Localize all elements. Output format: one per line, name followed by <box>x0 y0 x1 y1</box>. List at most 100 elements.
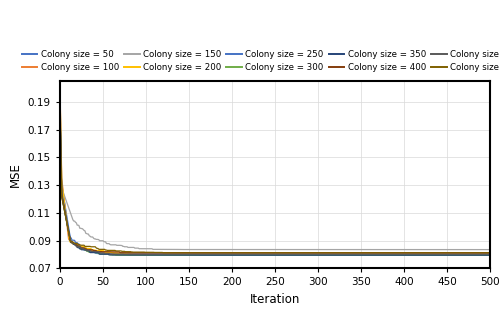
Line: Colony size = 300: Colony size = 300 <box>60 112 490 255</box>
Colony size = 350 <box>164 253 170 257</box>
Line: Colony size = 200: Colony size = 200 <box>60 91 490 255</box>
Line: Colony size = 450: Colony size = 450 <box>60 112 490 254</box>
Colony size = 450 <box>164 252 170 256</box>
Colony size = 50 <box>164 252 170 256</box>
Colony size = 250 <box>164 253 170 257</box>
Colony size = 200 <box>340 253 346 257</box>
Colony size = 450 <box>414 252 420 256</box>
Colony size = 150 <box>413 248 419 251</box>
Colony size = 300 <box>164 253 170 257</box>
Colony size = 100 <box>414 251 420 255</box>
Line: Colony size = 150: Colony size = 150 <box>60 100 490 250</box>
Colony size = 350 <box>214 253 220 257</box>
Colony size = 450 <box>214 252 220 256</box>
Colony size = 450 <box>340 252 346 256</box>
Colony size = 200 <box>335 253 341 257</box>
Colony size = 400 <box>164 251 170 255</box>
Colony size = 250 <box>57 107 63 111</box>
Colony size = 350 <box>182 253 188 257</box>
Line: Colony size = 350: Colony size = 350 <box>60 110 490 255</box>
Colony size = 50 <box>335 252 341 256</box>
Colony size = 350 <box>334 253 340 257</box>
Colony size = 50 <box>57 92 63 95</box>
Colony size = 300 <box>487 253 493 257</box>
Colony size = 100 <box>57 86 63 90</box>
Colony size = 350 <box>57 108 63 112</box>
Colony size = 100 <box>487 251 493 255</box>
Colony size = 150 <box>487 248 493 251</box>
Colony size = 50 <box>120 252 126 256</box>
Colony size = 300 <box>340 253 346 257</box>
Colony size = 150 <box>339 248 345 251</box>
Colony size = 400 <box>414 251 420 255</box>
Colony size = 250 <box>487 253 493 257</box>
Colony size = 100 <box>214 251 220 255</box>
X-axis label: Iteration: Iteration <box>250 293 300 306</box>
Line: Colony size = 250: Colony size = 250 <box>60 109 490 255</box>
Colony size = 50 <box>414 252 420 256</box>
Colony size = 200 <box>214 253 220 257</box>
Colony size = 400 <box>340 251 346 255</box>
Line: Colony size = 50: Colony size = 50 <box>60 94 490 254</box>
Colony size = 50 <box>340 252 346 256</box>
Colony size = 150 <box>214 248 220 251</box>
Colony size = 300 <box>414 253 420 257</box>
Colony size = 350 <box>339 253 345 257</box>
Colony size = 450 <box>122 252 128 256</box>
Colony size = 50 <box>214 252 220 256</box>
Colony size = 250 <box>335 253 341 257</box>
Colony size = 350 <box>487 253 493 257</box>
Colony size = 400 <box>335 251 341 255</box>
Colony size = 100 <box>334 251 340 255</box>
Colony size = 200 <box>487 253 493 257</box>
Colony size = 400 <box>182 251 188 255</box>
Colony size = 200 <box>414 253 420 257</box>
Line: Colony size = 100: Colony size = 100 <box>60 88 490 253</box>
Colony size = 300 <box>214 253 220 257</box>
Colony size = 100 <box>340 251 346 255</box>
Colony size = 400 <box>57 108 63 112</box>
Colony size = 350 <box>414 253 420 257</box>
Colony size = 150 <box>164 248 170 251</box>
Colony size = 100 <box>335 251 341 255</box>
Colony size = 200 <box>164 253 170 257</box>
Colony size = 450 <box>487 252 493 256</box>
Colony size = 300 <box>113 253 119 257</box>
Colony size = 100 <box>182 251 188 255</box>
Colony size = 500 <box>414 251 420 255</box>
Colony size = 250 <box>211 253 217 257</box>
Colony size = 50 <box>182 252 188 256</box>
Colony size = 250 <box>340 253 346 257</box>
Line: Colony size = 500: Colony size = 500 <box>60 112 490 253</box>
Colony size = 200 <box>182 253 188 257</box>
Colony size = 500 <box>487 251 493 255</box>
Colony size = 500 <box>214 251 220 255</box>
Colony size = 250 <box>414 253 420 257</box>
Colony size = 300 <box>335 253 341 257</box>
Colony size = 500 <box>164 251 170 255</box>
Colony size = 450 <box>335 252 341 256</box>
Colony size = 500 <box>161 251 167 255</box>
Colony size = 250 <box>182 253 188 257</box>
Colony size = 400 <box>117 251 123 255</box>
Colony size = 450 <box>182 252 188 256</box>
Y-axis label: MSE: MSE <box>10 162 22 187</box>
Colony size = 500 <box>340 251 346 255</box>
Colony size = 500 <box>335 251 341 255</box>
Colony size = 200 <box>57 89 63 93</box>
Colony size = 50 <box>487 252 493 256</box>
Colony size = 400 <box>214 251 220 255</box>
Colony size = 250 <box>214 253 220 257</box>
Colony size = 150 <box>57 99 63 102</box>
Colony size = 150 <box>448 248 454 251</box>
Colony size = 100 <box>164 251 170 255</box>
Colony size = 200 <box>158 253 164 257</box>
Colony size = 150 <box>182 248 188 251</box>
Colony size = 500 <box>182 251 188 255</box>
Legend: Colony size = 50, Colony size = 100, Colony size = 150, Colony size = 200, Colon: Colony size = 50, Colony size = 100, Col… <box>19 47 500 75</box>
Colony size = 300 <box>182 253 188 257</box>
Colony size = 300 <box>57 110 63 114</box>
Colony size = 350 <box>394 253 400 257</box>
Colony size = 450 <box>57 110 63 114</box>
Line: Colony size = 400: Colony size = 400 <box>60 110 490 253</box>
